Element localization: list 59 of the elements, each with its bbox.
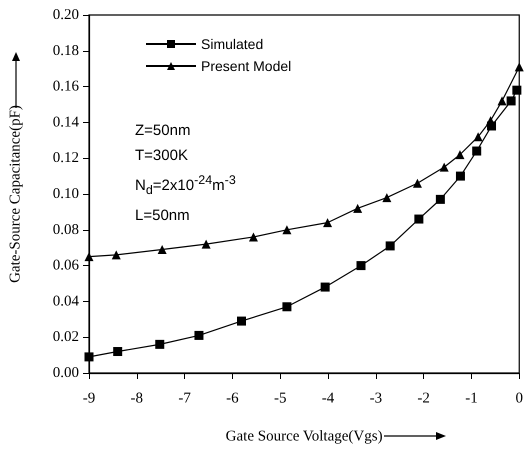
point <box>282 302 292 312</box>
x-tick-label: -7 <box>178 390 192 406</box>
y-tick-label: 0.02 <box>52 329 79 346</box>
point <box>158 244 167 254</box>
point <box>248 232 258 242</box>
x-tick-label: -2 <box>417 390 430 406</box>
x-tick-label: -4 <box>322 390 335 406</box>
x-axis-title: Gate Source Voltage(Vgs) <box>226 428 383 444</box>
point <box>237 316 246 326</box>
y-tick-label: 0.16 <box>52 78 80 95</box>
point <box>353 204 362 213</box>
y-tick-label: 0.06 <box>52 258 80 274</box>
y-tick-label: 0.20 <box>52 7 79 23</box>
point <box>320 282 330 292</box>
point <box>356 261 366 270</box>
y-tick-label: 0.10 <box>52 186 79 202</box>
point <box>414 214 424 224</box>
x-tick-label: -9 <box>82 390 96 406</box>
point <box>412 178 422 188</box>
point <box>323 218 332 228</box>
x-tick-label: -5 <box>274 390 286 406</box>
point <box>84 352 94 362</box>
point <box>472 146 482 156</box>
x-tick-label: -3 <box>370 390 382 406</box>
point <box>498 96 507 106</box>
point <box>155 340 164 349</box>
y-tick-label: 0.00 <box>52 365 79 381</box>
point <box>194 330 204 340</box>
annotation: L=50nm <box>135 206 191 226</box>
y-tick-label: 0.18 <box>52 42 79 59</box>
point <box>112 250 121 260</box>
annotation: N$_{d}$=2x10$^{-24}$m$^{-3}$ <box>135 172 236 199</box>
point <box>512 86 522 95</box>
point <box>282 225 292 234</box>
y-axis-title: Gate-Source Capacitance(pF) <box>8 105 24 283</box>
point <box>440 162 449 172</box>
point <box>514 62 524 72</box>
point <box>436 194 445 204</box>
x-tick-label: -8 <box>130 390 144 406</box>
y-tick-label: 0.14 <box>52 114 80 130</box>
point <box>382 193 392 202</box>
x-tick-label: -1 <box>465 390 478 406</box>
point <box>84 252 94 262</box>
annotation: Z=50nm <box>135 121 192 141</box>
point <box>386 241 395 250</box>
point <box>113 347 122 356</box>
point <box>474 132 483 142</box>
x-tick-label: 0 <box>516 390 523 406</box>
legend-label: Present Model <box>201 58 292 74</box>
annotation: T=300K <box>135 146 189 166</box>
legend-label: Simulated <box>201 36 264 52</box>
y-tick-label: 0.08 <box>52 222 79 238</box>
point <box>202 240 211 249</box>
y-tick-label: 0.04 <box>52 293 80 310</box>
point <box>456 172 465 181</box>
y-tick-label: 0.12 <box>52 150 79 166</box>
point <box>506 96 516 106</box>
x-tick-label: -6 <box>226 390 240 406</box>
point <box>455 150 464 160</box>
